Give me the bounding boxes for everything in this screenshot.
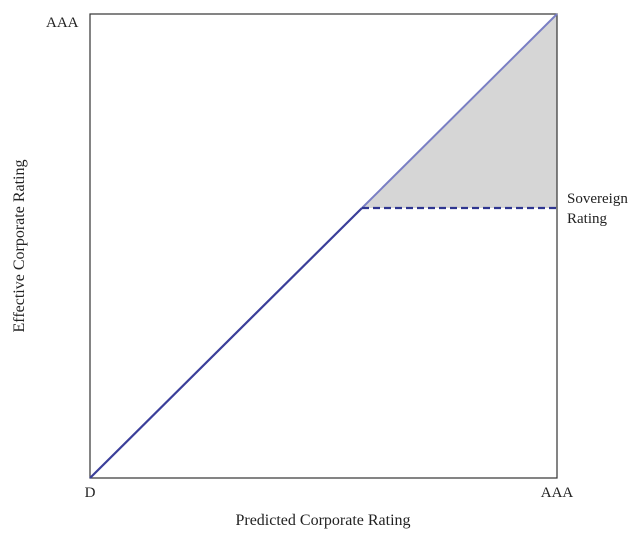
- diagonal-line: [89, 207, 363, 479]
- x-axis-title: Predicted Corporate Rating: [235, 512, 410, 529]
- x-origin-label: D: [85, 485, 96, 501]
- diagonal-line-upper: [361, 13, 558, 209]
- x-end-label: AAA: [541, 485, 574, 501]
- y-axis-title: Effective Corporate Rating: [11, 160, 28, 333]
- plot-frame: [89, 13, 558, 479]
- y-top-label: AAA: [46, 15, 79, 31]
- annotation-line: Sovereign: [567, 191, 628, 207]
- annotation-line: Rating: [567, 211, 607, 227]
